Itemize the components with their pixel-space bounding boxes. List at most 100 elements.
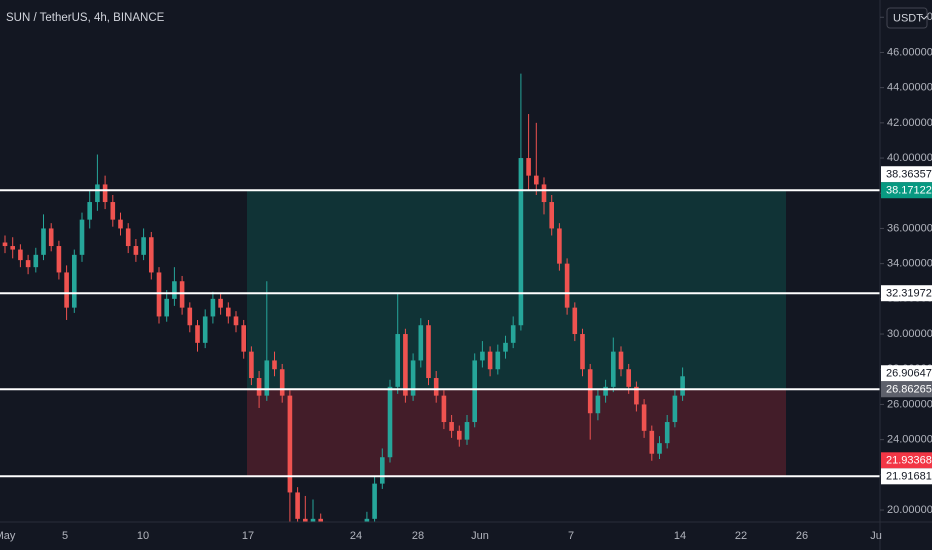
candle-body	[18, 249, 23, 261]
candle-body	[233, 316, 239, 326]
price-lines	[0, 189, 880, 478]
candle-body	[279, 369, 285, 396]
candle-body	[634, 386, 639, 405]
currency[interactable]: USDT	[893, 12, 923, 24]
candle-body	[195, 325, 200, 343]
candle-body	[25, 260, 31, 268]
candle-body	[449, 422, 454, 431]
candle-body	[457, 430, 462, 440]
candle-body	[218, 298, 223, 308]
profit-zone	[247, 190, 786, 390]
candle-body	[249, 351, 254, 379]
candle-body	[156, 272, 162, 317]
candle-body	[372, 483, 377, 519]
price-label-box	[881, 365, 932, 382]
candle-body	[549, 202, 554, 229]
y-tick-label: 24.00000	[887, 434, 932, 446]
candle-body	[87, 202, 92, 220]
candle-body	[118, 219, 123, 229]
candle-body	[487, 351, 493, 370]
price-label: 38.36357	[886, 169, 932, 181]
x-tick-label: 5	[62, 530, 68, 542]
candle-body	[418, 325, 424, 361]
y-tick-label: 36.00000	[887, 222, 932, 234]
dropdown-icon[interactable]	[920, 15, 928, 20]
y-tick-label: 34.00000	[887, 258, 932, 270]
candle-body	[287, 395, 293, 493]
price-label: 26.90647	[886, 368, 932, 380]
y-tick-label: 44.00000	[887, 82, 932, 94]
currency-button[interactable]: USDT	[886, 7, 928, 29]
candle-body	[395, 334, 400, 387]
zones	[247, 190, 786, 477]
candle-body	[318, 518, 323, 522]
price-label: 21.91681	[886, 471, 932, 483]
price-label: 21.93368	[886, 455, 932, 467]
x-tick-label: 14	[674, 530, 686, 542]
candle-body	[580, 334, 585, 370]
candle-body	[526, 158, 531, 176]
candle-body	[241, 325, 246, 352]
candle-body	[110, 202, 116, 220]
candle-body	[649, 430, 655, 454]
candle-body	[141, 237, 146, 255]
x-tick-label: 10	[137, 530, 149, 542]
candle-body	[125, 228, 131, 247]
x-tick-label: 22	[735, 530, 747, 542]
candle-body	[272, 360, 277, 370]
candle-body	[518, 158, 524, 326]
candle-body	[464, 422, 470, 440]
y-tick-label: 20.00000	[887, 504, 932, 516]
candle-body	[256, 378, 262, 396]
candle-body	[33, 254, 39, 268]
y-tick-label: 26.00000	[887, 398, 932, 410]
y-tick-label: 30.00000	[887, 328, 932, 340]
candle-body	[626, 369, 631, 387]
candle-body	[41, 228, 46, 255]
y-tick-label: 46.00000	[887, 46, 932, 58]
candle-body	[64, 272, 69, 308]
candle-body	[541, 184, 547, 203]
candle-body	[56, 246, 62, 273]
candle-body	[641, 404, 647, 431]
price-label-box	[881, 381, 932, 398]
x-tick-label: Jun	[471, 530, 489, 542]
price-label-box	[881, 468, 932, 485]
candle-body	[618, 351, 624, 370]
y-tick-label: 42.00000	[887, 117, 932, 129]
candle-body	[564, 263, 570, 308]
candle-body	[2, 242, 8, 247]
candle-body	[587, 369, 593, 414]
candle-body	[426, 325, 431, 379]
candle-body	[403, 334, 408, 396]
y-tick-label: 40.00000	[887, 152, 932, 164]
price-label-box	[881, 166, 932, 183]
x-tick-label: 28	[412, 530, 424, 542]
candle-body	[102, 184, 108, 203]
candle-body	[503, 342, 508, 352]
price-label-box	[881, 452, 932, 469]
candle-body	[295, 492, 300, 519]
candle-body	[611, 351, 616, 387]
price-label-box	[881, 285, 932, 302]
price-label-box	[881, 182, 932, 199]
candle-body	[79, 219, 85, 255]
candle-body	[657, 443, 662, 454]
candle-body	[572, 307, 578, 335]
candle-body	[310, 518, 316, 522]
candle-body	[264, 360, 270, 396]
x-tick-label: May	[0, 530, 16, 542]
price-label: 26.86265	[886, 384, 932, 396]
price-label: 38.17122	[886, 185, 932, 197]
candle-body	[210, 298, 216, 317]
candle-body	[595, 395, 601, 414]
candle-body	[664, 422, 670, 444]
candle-body	[410, 360, 416, 396]
currency-box[interactable]	[886, 7, 928, 29]
x-tick-label: 17	[242, 530, 254, 542]
candle-body	[534, 175, 539, 185]
candle-body	[510, 325, 516, 343]
candle-body	[495, 351, 501, 370]
candle-body	[149, 237, 154, 273]
